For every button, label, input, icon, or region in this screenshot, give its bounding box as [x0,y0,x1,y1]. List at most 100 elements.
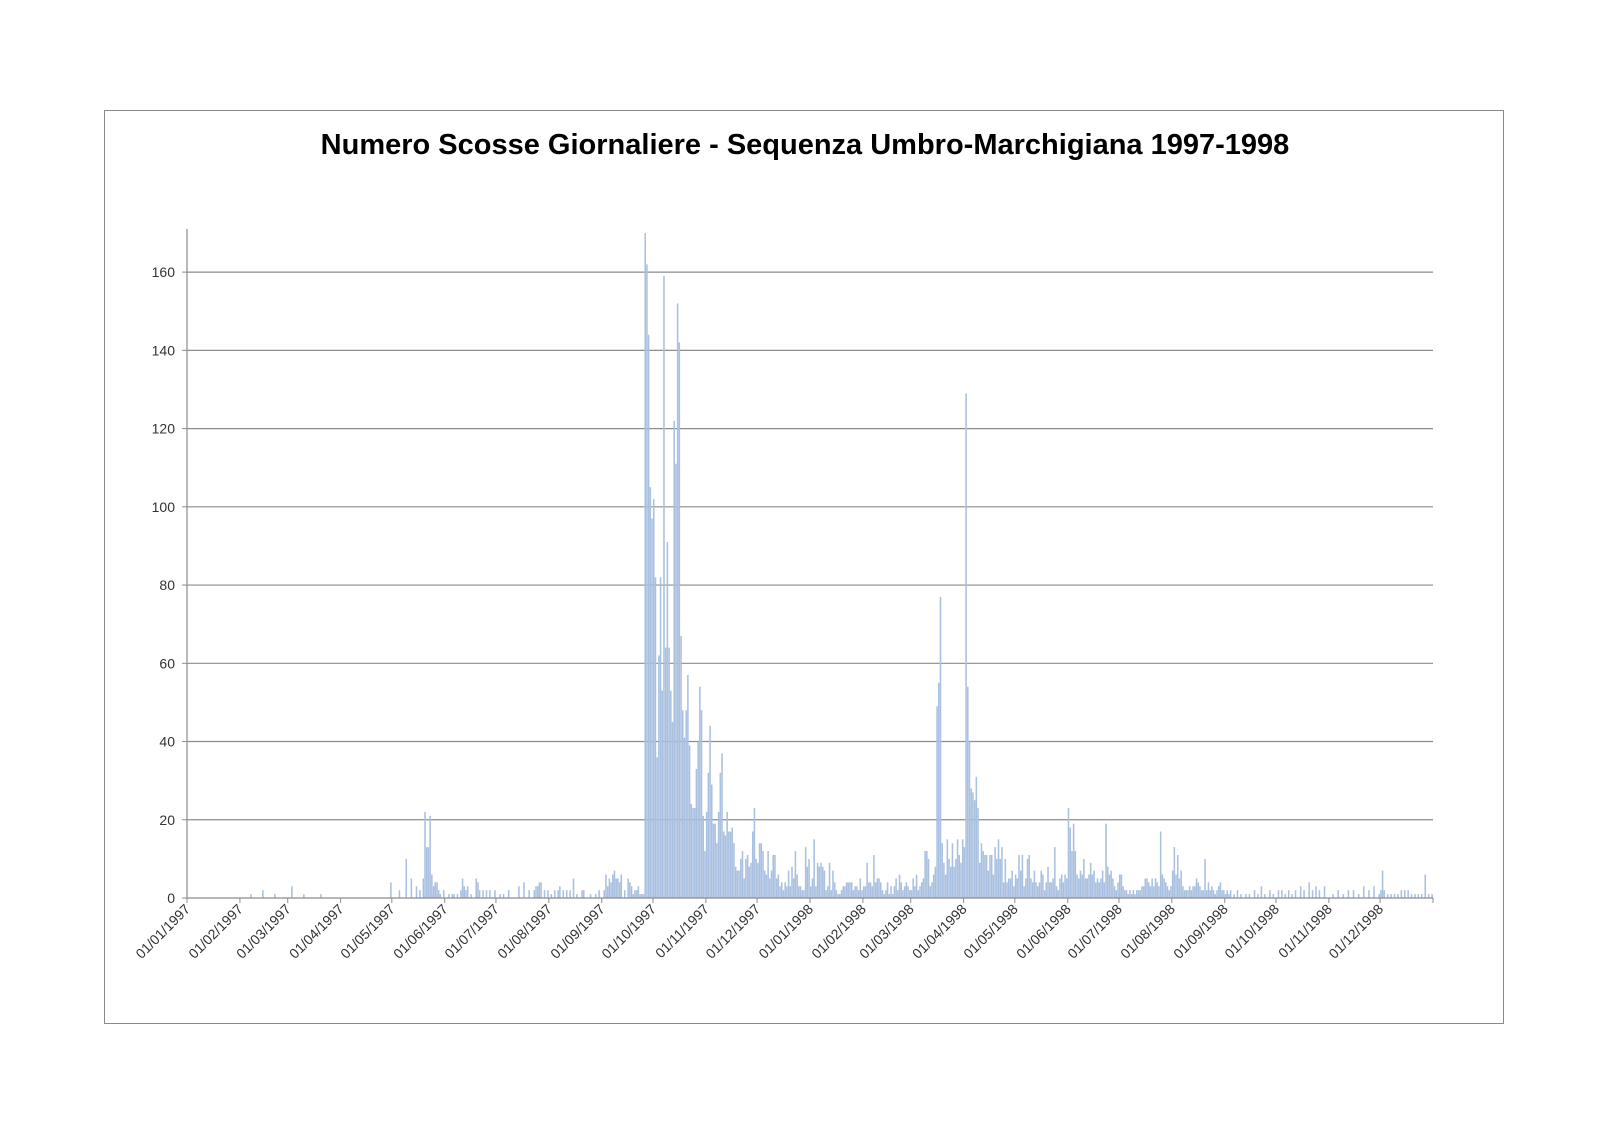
bar [1066,878,1068,898]
bar [905,882,908,898]
bar [550,894,553,898]
bar [806,866,809,898]
bar [668,647,670,898]
x-tick-label: 01/05/1997 [337,901,398,962]
bar [816,862,819,898]
bar [1221,890,1223,898]
bar [1023,886,1025,898]
bar [1272,894,1275,898]
bar [1095,882,1097,898]
bar [1048,882,1051,898]
bar [736,870,739,898]
bar [1287,890,1290,898]
bar [535,886,537,898]
bar [1060,874,1063,898]
bar [791,866,793,898]
bar [460,890,462,898]
x-tick-label: 01/04/1998 [909,901,970,962]
bar [847,882,850,898]
bar [1001,847,1003,898]
bar [762,851,764,898]
bar [832,870,834,898]
bar [821,866,824,898]
bar [639,894,641,898]
bar [789,886,792,898]
bar [970,788,972,898]
bar [1055,886,1058,898]
bar [576,894,578,898]
bar [429,815,431,898]
bar [1229,890,1232,898]
bar [661,690,664,898]
bar [929,886,932,898]
bar [1042,874,1044,898]
bar [1113,886,1116,898]
bar [427,847,430,898]
bar [975,776,978,898]
x-tick-label: 01/08/1997 [494,901,555,962]
x-tick-label: 01/06/1998 [1013,901,1074,962]
bar [931,882,933,898]
x-tick-label: 01/06/1997 [390,901,451,962]
bar [1130,894,1133,898]
bar [538,882,541,898]
bar [422,878,425,898]
bar [1149,886,1152,898]
bar [1105,823,1107,898]
bar [949,866,952,898]
bar [437,890,440,898]
bar [1202,890,1205,898]
bar [1108,874,1111,898]
bar [453,894,455,898]
bar [1211,886,1213,898]
bar [1187,890,1189,898]
bar [1089,862,1092,898]
bar [914,886,916,898]
bar [1154,878,1157,898]
bar [717,811,720,898]
bar [757,862,759,898]
bar [825,890,827,898]
bar [424,811,426,898]
bar [849,882,851,898]
bar [1219,882,1222,898]
bar [610,882,612,898]
bar [410,878,413,898]
bar [973,800,976,898]
bar [827,886,829,898]
bar [1071,851,1073,898]
bar [1183,890,1186,898]
bar [1236,890,1239,898]
bar [811,878,814,898]
bar [1018,854,1020,898]
bar [1303,890,1305,898]
bar [494,890,496,898]
bar [1178,878,1181,898]
bar [439,894,442,898]
bar [1086,878,1089,898]
chart-title: Numero Scosse Giornaliere - Sequenza Umb… [320,129,1290,161]
bar [1103,882,1106,898]
bar [656,757,658,898]
bar [1074,851,1077,898]
bar [569,890,571,898]
bar [1159,831,1162,898]
bar [398,890,401,898]
x-tick-label: 01/09/1998 [1170,901,1231,962]
x-tick-label: 01/01/1998 [755,901,816,962]
bar [1390,894,1392,898]
bar [733,843,735,898]
bar [1170,886,1172,898]
bar [262,890,264,898]
bar [1204,858,1206,898]
bar [780,882,783,898]
bar [716,843,718,898]
bar [1142,886,1145,898]
bar [589,894,592,898]
bar [1101,870,1104,898]
bar [840,890,843,898]
bar [1021,854,1024,898]
bar [1427,894,1430,898]
bar [697,741,699,898]
bar [1373,886,1375,898]
